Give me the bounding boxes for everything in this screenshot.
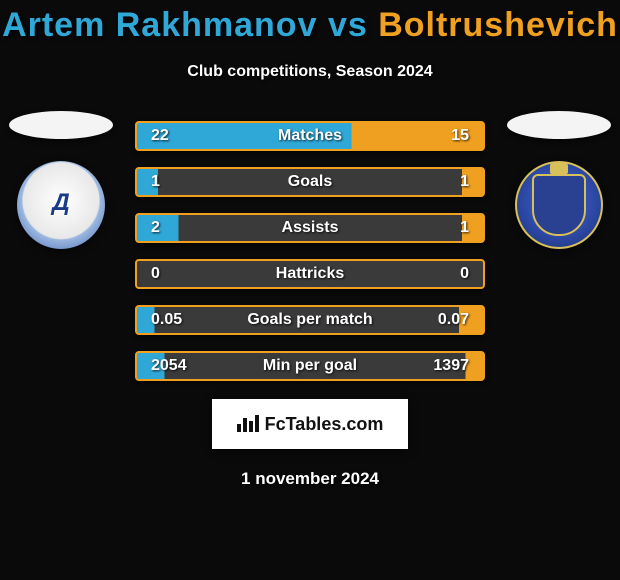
stat-right-value: 0 xyxy=(460,265,469,283)
stat-right-value: 1 xyxy=(460,173,469,191)
watermark: FcTables.com xyxy=(212,399,408,449)
stat-row: 22 Matches 15 xyxy=(135,121,485,151)
stat-right-value: 1397 xyxy=(433,357,469,375)
stat-left-value: 0.05 xyxy=(151,311,182,329)
stat-rows: 22 Matches 15 1 Goals 1 2 Assists 1 0 Hattricks 0 0.… xyxy=(135,121,485,381)
stat-label: Min per goal xyxy=(263,357,357,375)
right-player-photo-placeholder xyxy=(507,111,611,139)
page-title: Artem Rakhmanov vs Boltrushevich xyxy=(0,0,620,45)
left-player-photo-placeholder xyxy=(9,111,113,139)
stat-label: Matches xyxy=(278,127,342,145)
right-player-cluster xyxy=(504,111,614,249)
stat-right-value: 0.07 xyxy=(438,311,469,329)
stat-left-value: 2 xyxy=(151,219,160,237)
stat-row: 1 Goals 1 xyxy=(135,167,485,197)
stat-row: 0.05 Goals per match 0.07 xyxy=(135,305,485,335)
date: 1 november 2024 xyxy=(0,469,620,489)
comparison-content: Д 22Matches151Goals12Assists10Hattricks0… xyxy=(0,121,620,489)
right-club-crest xyxy=(515,161,603,249)
stat-left-value: 0 xyxy=(151,265,160,283)
stat-row: 0 Hattricks 0 xyxy=(135,259,485,289)
stat-label: Goals xyxy=(288,173,332,191)
title-player2: Boltrushevich xyxy=(378,6,618,44)
stat-left-value: 2054 xyxy=(151,357,187,375)
stat-left-value: 22 xyxy=(151,127,169,145)
stat-label: Assists xyxy=(282,219,339,237)
right-crest-shield xyxy=(532,174,586,236)
title-player1: Artem Rakhmanov xyxy=(2,6,317,44)
left-crest-monogram: Д xyxy=(52,189,69,217)
left-player-cluster: Д xyxy=(6,111,116,249)
stat-left-value: 1 xyxy=(151,173,160,191)
stat-label: Goals per match xyxy=(247,311,372,329)
title-vs: vs xyxy=(328,6,368,44)
watermark-text: FcTables.com xyxy=(265,414,384,435)
left-club-crest: Д xyxy=(17,161,105,249)
stat-right-value: 15 xyxy=(451,127,469,145)
stat-row: 2054 Min per goal 1397 xyxy=(135,351,485,381)
stat-right-value: 1 xyxy=(460,219,469,237)
bars-icon xyxy=(237,414,259,437)
stat-row: 2 Assists 1 xyxy=(135,213,485,243)
subtitle: Club competitions, Season 2024 xyxy=(0,63,620,81)
stat-label: Hattricks xyxy=(276,265,344,283)
